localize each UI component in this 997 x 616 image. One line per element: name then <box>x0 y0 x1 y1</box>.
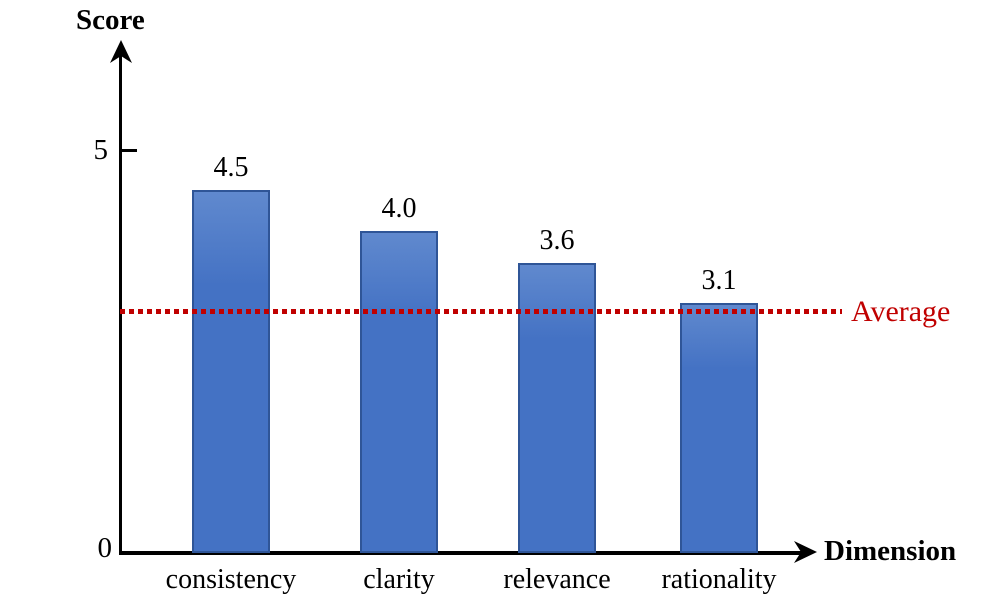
bar-relevance <box>518 262 596 553</box>
bar-rationality <box>680 303 758 553</box>
category-label-consistency: consistency <box>165 564 297 595</box>
y-axis-arrow-icon <box>110 40 132 63</box>
x-axis-line <box>119 551 801 555</box>
y-axis-line <box>119 48 122 555</box>
category-label-relevance: relevance <box>503 564 611 595</box>
y-axis-tick-5 <box>122 149 137 152</box>
bar-value-label-clarity: 4.0 <box>381 192 417 224</box>
bar-value-label-consistency: 4.5 <box>213 152 249 184</box>
bar-clarity <box>360 230 438 553</box>
y-tick-label-0: 0 <box>97 532 113 564</box>
category-label-rationality: rationality <box>661 564 777 595</box>
x-axis-arrow-icon <box>794 541 817 563</box>
bar-value-label-relevance: 3.6 <box>539 224 575 256</box>
y-tick-label-5: 5 <box>93 134 109 166</box>
bar-value-label-rationality: 3.1 <box>701 265 737 297</box>
average-reference-line <box>120 309 842 315</box>
average-line-label: Average <box>851 295 951 328</box>
x-axis-title: Dimension <box>824 535 957 567</box>
y-axis-title: Score <box>76 4 145 36</box>
bar-consistency <box>192 190 270 553</box>
category-label-clarity: clarity <box>363 564 435 595</box>
